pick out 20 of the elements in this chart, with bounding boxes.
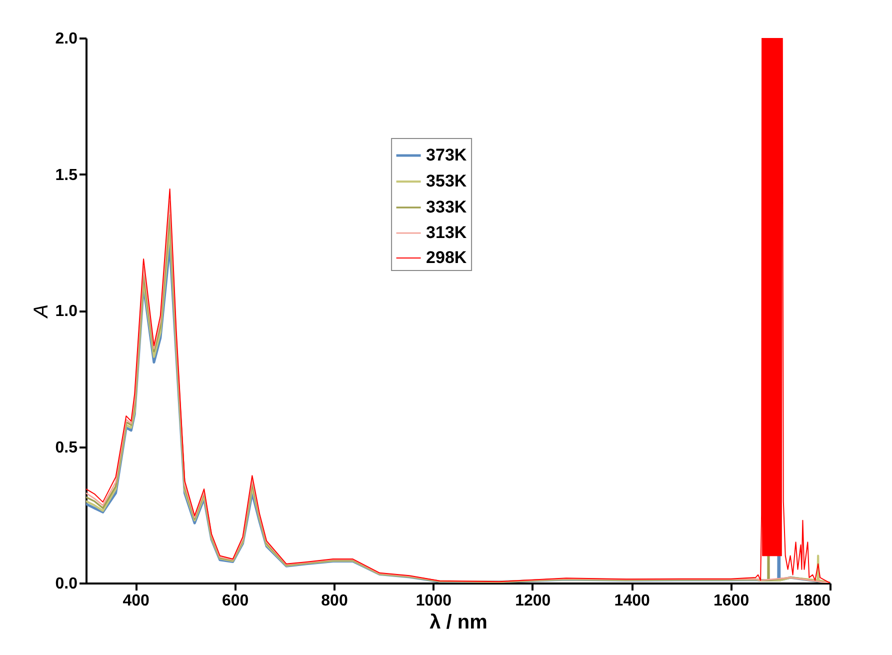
y-axis-title: A bbox=[30, 304, 52, 319]
x-tick-label: 1600 bbox=[714, 592, 750, 610]
x-tick-label: 1400 bbox=[614, 592, 650, 610]
x-axis-title: λ / nm bbox=[430, 612, 488, 634]
y-tick-label: 0.0 bbox=[55, 576, 78, 592]
legend-label: 373K bbox=[426, 146, 468, 164]
y-tick-label: 0.5 bbox=[55, 439, 78, 456]
x-tick-label: 1800 bbox=[794, 592, 831, 610]
x-tick-label: 1000 bbox=[416, 592, 452, 610]
y-tick-label: 2.0 bbox=[55, 30, 78, 48]
legend-label: 353K bbox=[426, 172, 468, 190]
x-tick-label: 600 bbox=[222, 592, 249, 610]
x-tick-label: 800 bbox=[321, 592, 348, 610]
y-tick-label: 1.0 bbox=[55, 303, 78, 320]
legend-label: 333K bbox=[426, 198, 468, 216]
legend-label: 313K bbox=[426, 223, 468, 242]
y-tick-label: 1.5 bbox=[55, 166, 78, 184]
legend-label: 298K bbox=[426, 248, 468, 267]
x-tick-label: 1200 bbox=[515, 592, 551, 610]
x-tick-label: 400 bbox=[122, 592, 150, 610]
